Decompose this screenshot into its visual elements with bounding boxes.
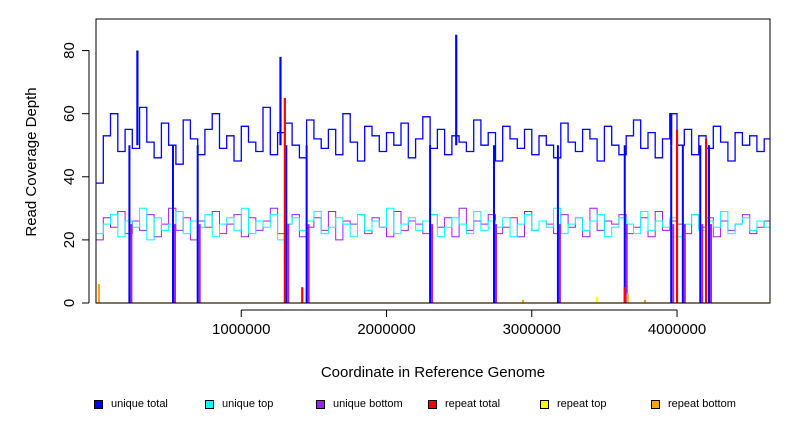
legend-item-1: unique top (205, 398, 273, 410)
y-tick-label-3: 60 (61, 105, 78, 122)
legend-swatch-5 (651, 399, 660, 409)
x-tick-label-3: 4000000 (648, 321, 706, 338)
legend-label-2: unique bottom (333, 398, 403, 410)
y-tick-label-4: 80 (61, 42, 78, 59)
legend-label-0: unique total (111, 398, 168, 410)
series-line-0 (96, 106, 770, 184)
x-axis-label: Coordinate in Reference Genome (321, 364, 545, 381)
y-axis-label: Read Coverage Depth (23, 87, 40, 236)
y-tick-label-0: 0 (61, 299, 78, 307)
y-tick-label-2: 40 (61, 168, 78, 185)
legend-swatch-0 (94, 399, 103, 409)
legend-item-0: unique total (94, 398, 168, 410)
legend-item-3: repeat total (428, 398, 500, 410)
series-line-1 (96, 207, 770, 241)
legend-label-5: repeat bottom (668, 398, 736, 410)
legend-swatch-3 (428, 399, 437, 409)
legend-label-4: repeat top (557, 398, 607, 410)
legend-swatch-2 (316, 399, 325, 409)
x-tick-label-0: 1000000 (212, 321, 270, 338)
legend-item-5: repeat bottom (651, 398, 736, 410)
x-tick-label-1: 2000000 (357, 321, 415, 338)
y-tick-label-1: 20 (61, 232, 78, 249)
legend-label-1: unique top (222, 398, 274, 410)
legend-swatch-1 (205, 399, 214, 409)
plot-frame (95, 18, 771, 304)
x-tick-label-2: 3000000 (503, 321, 561, 338)
legend: unique total unique top unique bottom repea… (0, 398, 792, 420)
series-layer (96, 34, 770, 304)
axis-layer: 0 20 40 60 80 1000000 2000000 3000000 4000000 (61, 18, 771, 338)
legend-item-2: unique bottom (316, 398, 403, 410)
legend-item-4: repeat top (540, 398, 607, 410)
legend-swatch-4 (540, 399, 549, 409)
legend-label-3: repeat total (445, 398, 501, 410)
